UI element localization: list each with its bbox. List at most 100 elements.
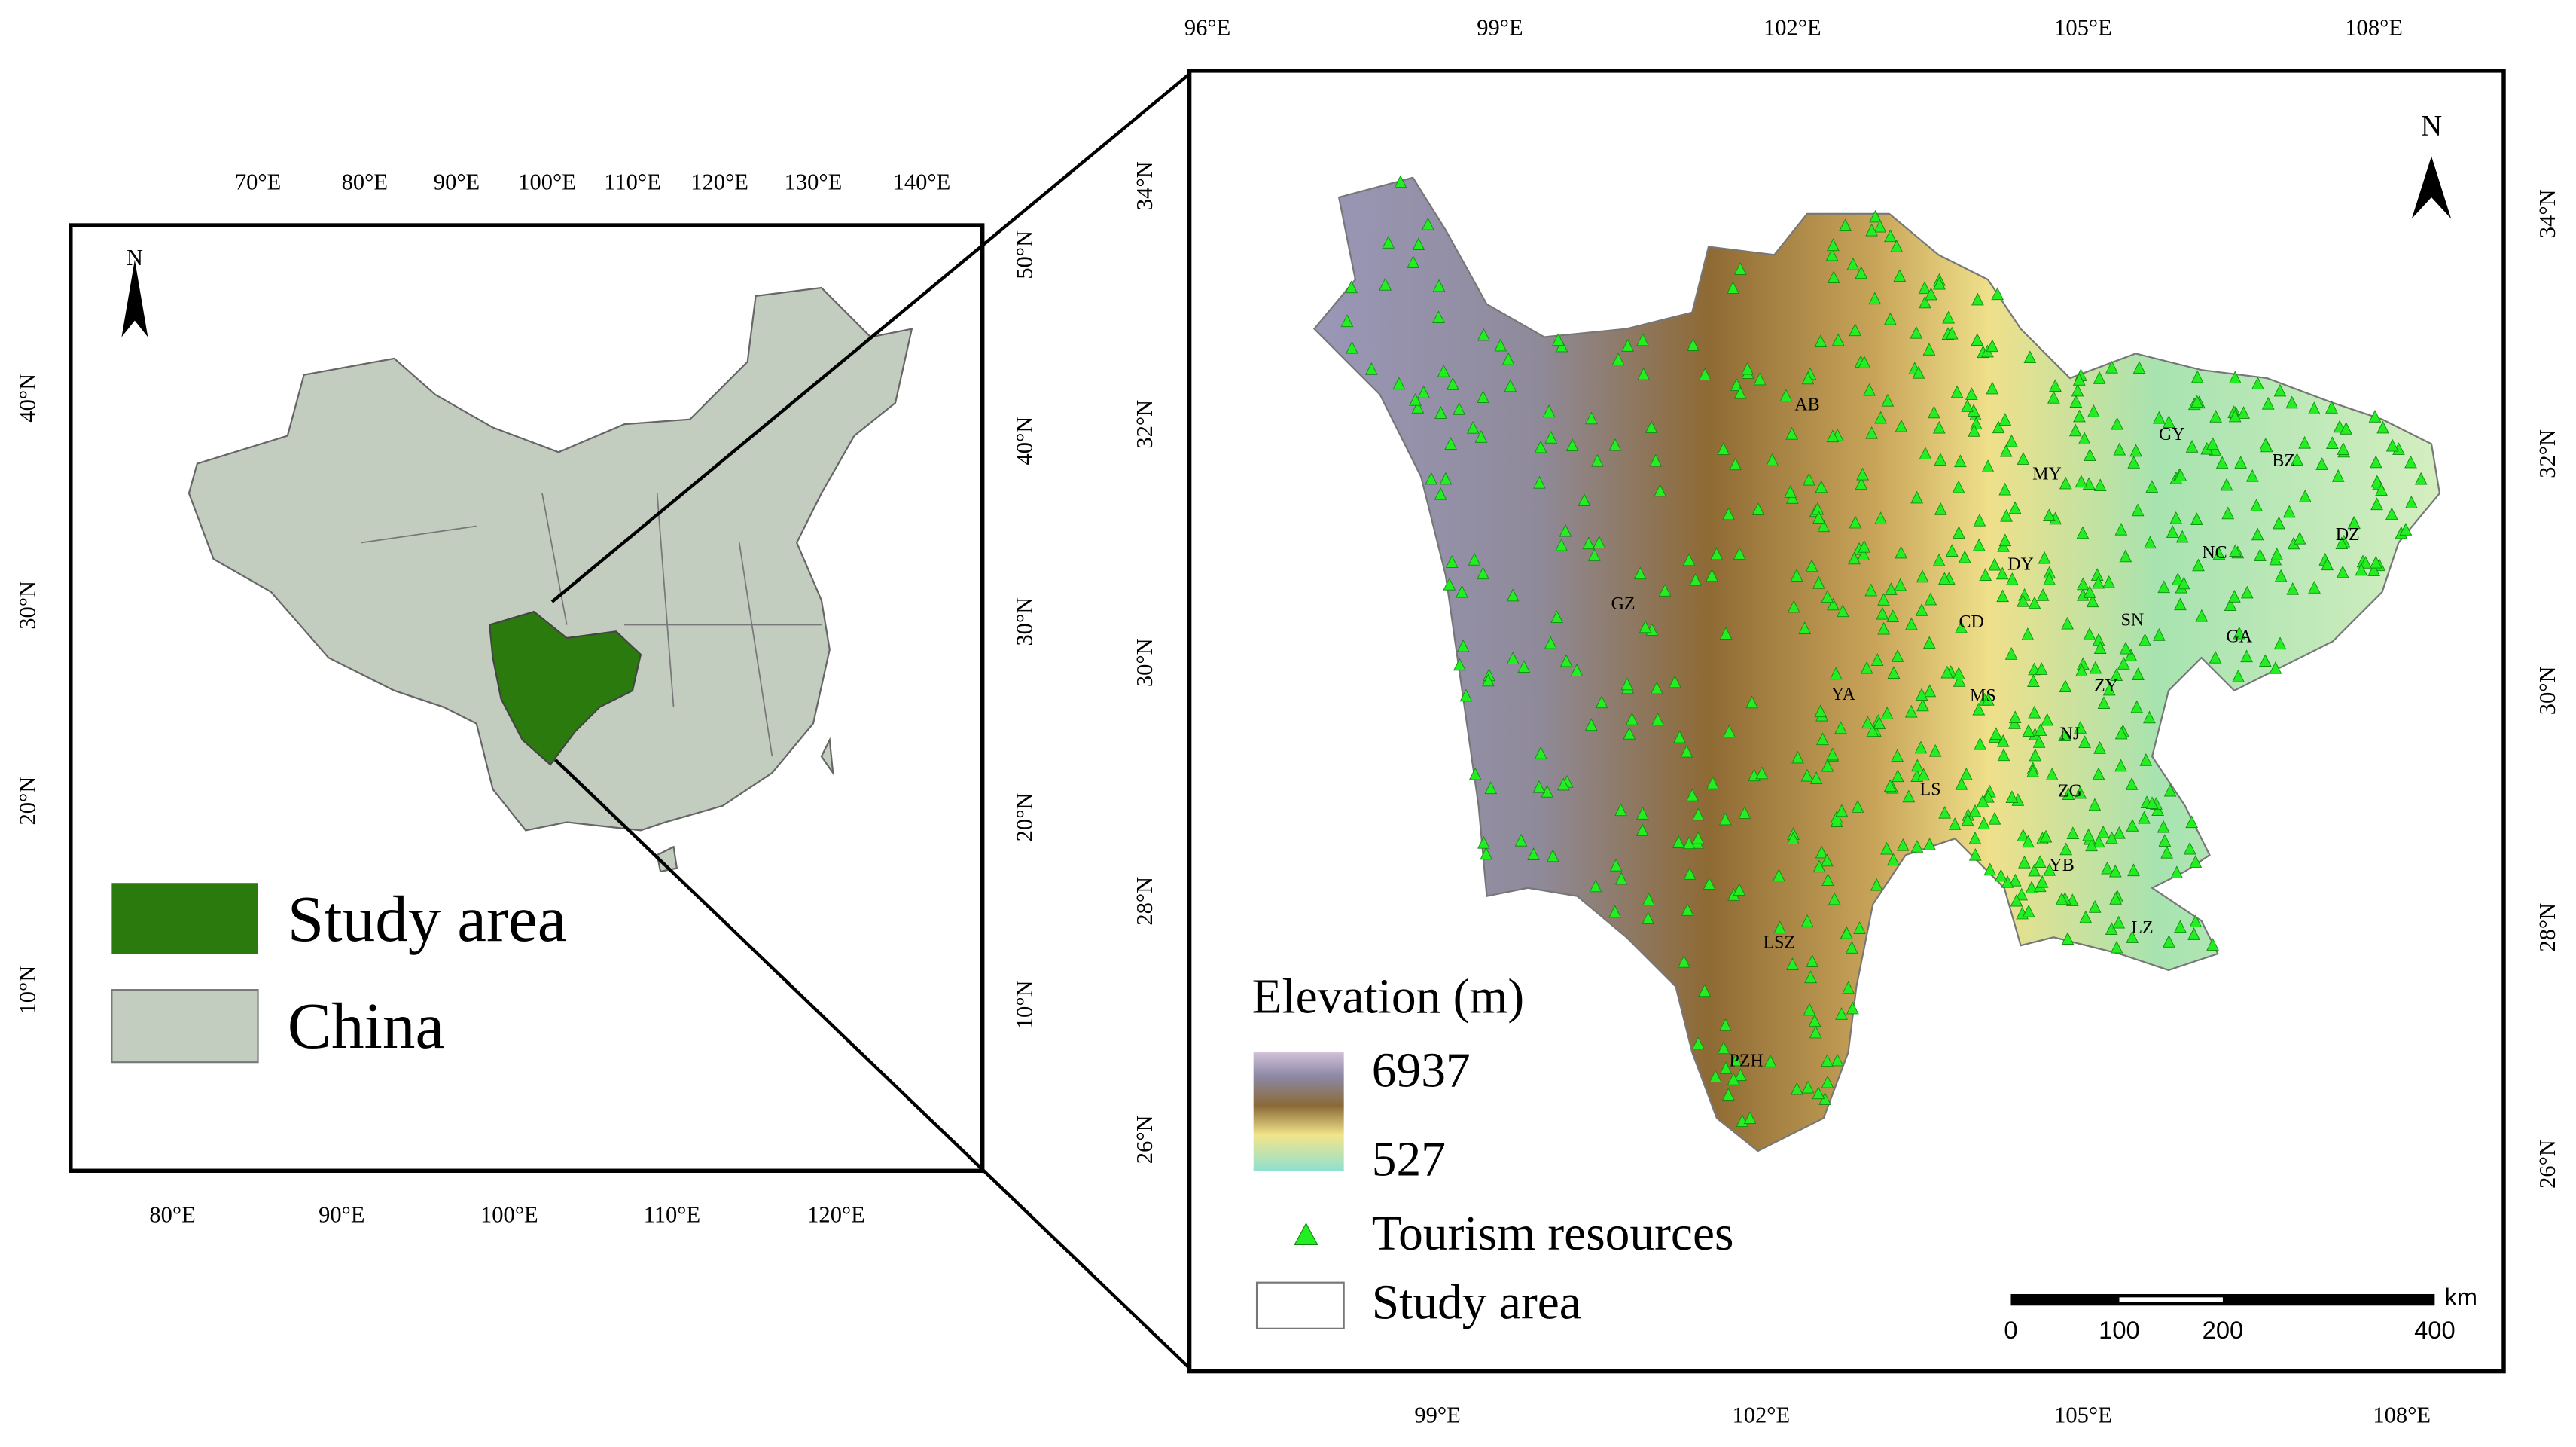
tourism-point xyxy=(1786,832,1800,845)
tourism-point xyxy=(1584,718,1598,731)
tourism-point xyxy=(1446,377,1459,390)
tourism-point xyxy=(1974,737,1986,750)
tourism-point xyxy=(1925,287,1937,301)
tourism-point xyxy=(2138,811,2151,824)
tourism-point xyxy=(2113,442,2126,456)
tourism-point xyxy=(2370,475,2384,488)
tourism-point xyxy=(1876,606,1889,620)
tourism-point xyxy=(2079,910,2093,923)
tourism-point xyxy=(1891,749,1904,762)
tourism-point xyxy=(1534,746,1547,759)
tourism-point xyxy=(2206,938,2219,951)
tourism-point xyxy=(1593,536,1606,548)
tourism-point xyxy=(1681,903,1694,916)
tourism-point xyxy=(1801,1080,1815,1094)
tourism-point xyxy=(2022,904,2035,917)
tourism-point xyxy=(2096,825,2110,838)
tourism-point xyxy=(1814,334,1828,348)
islands xyxy=(656,737,834,873)
tourism-point xyxy=(2325,401,2338,414)
city-code: GA xyxy=(2226,627,2252,646)
tourism-point xyxy=(2376,420,2389,434)
tourism-point xyxy=(1730,378,1743,391)
tourism-point xyxy=(1611,353,1625,365)
tourism-point xyxy=(1691,831,1705,844)
coord-label: 110°E xyxy=(644,1201,701,1227)
tourism-point xyxy=(1587,548,1601,561)
tourism-point xyxy=(2055,892,2068,905)
tourism-point xyxy=(2405,496,2418,508)
tourism-point xyxy=(2139,753,2153,766)
city-code: NJ xyxy=(2060,724,2081,743)
tourism-point xyxy=(2145,796,2159,810)
tourism-point xyxy=(1698,984,1712,997)
coord-label: 28°N xyxy=(1132,877,1157,926)
tourism-point xyxy=(2240,649,2253,663)
province-borders xyxy=(361,493,822,757)
tourism-point xyxy=(2088,798,2102,811)
connector-line xyxy=(553,758,1191,1369)
tourism-point xyxy=(1727,281,1739,294)
tourism-point xyxy=(2110,940,2123,954)
tourism-point xyxy=(1846,1001,1859,1015)
tourism-point xyxy=(1532,780,1546,793)
coord-label: 28°N xyxy=(2535,903,2560,952)
tourism-point xyxy=(1691,1036,1705,1049)
tourism-point xyxy=(2059,476,2072,490)
tourism-point xyxy=(1727,1072,1740,1085)
tourism-point xyxy=(1916,569,1929,583)
tourism-point xyxy=(2157,820,2170,833)
tourism-point xyxy=(1891,769,1904,783)
tourism-point xyxy=(1680,744,1693,758)
tourism-point xyxy=(2369,455,2382,469)
city-code: YA xyxy=(1831,685,1856,704)
tourism-point xyxy=(1550,610,1563,624)
tourism-point xyxy=(1506,652,1520,664)
tourism-point xyxy=(1835,1007,1848,1020)
tourism-point xyxy=(2088,900,2102,913)
tourism-point xyxy=(1717,1041,1730,1055)
tourism-point xyxy=(1932,553,1946,566)
tourism-point xyxy=(1703,877,1716,890)
tourism-point xyxy=(1886,609,1900,622)
tourism-point xyxy=(1828,892,1841,905)
coord-label: 10°N xyxy=(1012,980,1038,1029)
tourism-point xyxy=(2022,835,2035,848)
coord-label: 102°E xyxy=(1733,1403,1791,1428)
tourism-point xyxy=(1730,1053,1742,1067)
tourism-point xyxy=(2110,668,2123,681)
city-code: CD xyxy=(1959,612,1983,632)
coord-label: 105°E xyxy=(2054,1403,2112,1428)
tourism-point xyxy=(1417,386,1431,398)
coord-label: 130°E xyxy=(785,169,843,195)
tourism-point xyxy=(2127,456,2141,469)
tourism-point xyxy=(2315,457,2328,470)
tourism-point xyxy=(1983,862,1997,876)
tourism-point xyxy=(2018,855,2031,869)
tourism-point xyxy=(1812,1086,1825,1100)
tourism-point xyxy=(1919,447,1932,459)
tourism-point xyxy=(1453,402,1466,415)
tourism-point xyxy=(2005,434,2018,447)
coord-label: 96°E xyxy=(1184,14,1230,40)
tourism-points xyxy=(1340,175,2428,1128)
tourism-point xyxy=(2072,373,2086,386)
tourism-point xyxy=(1831,333,1845,346)
tourism-point xyxy=(1743,1111,1757,1125)
tourism-point xyxy=(2102,682,2116,696)
tourism-point xyxy=(1865,426,1878,439)
tourism-point xyxy=(1932,420,1946,434)
tourism-point xyxy=(2059,842,2073,856)
tourism-point xyxy=(1534,440,1547,453)
tourism-point xyxy=(2126,819,2139,832)
tourism-point xyxy=(1995,869,2007,882)
tourism-point xyxy=(2174,597,2187,611)
tourism-point xyxy=(1733,262,1747,275)
tourism-point xyxy=(2348,516,2361,529)
tourism-point xyxy=(1858,356,1871,368)
connector-line xyxy=(550,72,1190,603)
tourism-point xyxy=(2190,370,2204,383)
coord-label: 108°E xyxy=(2373,1403,2431,1428)
tourism-point xyxy=(2130,700,2144,713)
tourism-point xyxy=(1480,847,1493,860)
